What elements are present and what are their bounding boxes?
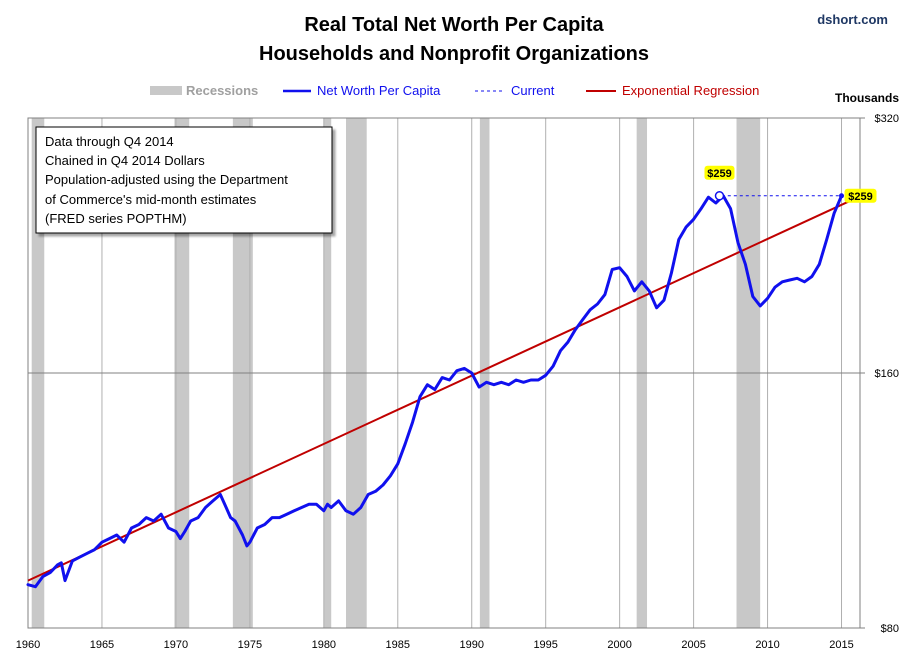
x-tick-label: 1990 — [459, 639, 483, 651]
note-line-4: of Commerce's mid-month estimates — [45, 192, 257, 207]
x-tick-label: 1960 — [16, 639, 40, 651]
networth-line — [26, 194, 843, 589]
x-tick-label: 1970 — [164, 639, 188, 651]
note-box-frame — [35, 126, 333, 234]
peak-callout-bg — [704, 165, 735, 180]
legend-regression-label: Exponential Regression — [622, 83, 759, 98]
x-tick-label: 2015 — [829, 639, 853, 651]
peak-callout-label: $259 — [707, 168, 731, 180]
legend-current-label: Current — [511, 83, 555, 98]
current-callout-bg — [844, 188, 877, 203]
y-tick-label: $160 — [875, 368, 899, 380]
chart-subtitle: Households and Nonprofit Organizations — [259, 43, 649, 65]
note-line-3: Population-adjusted using the Department — [45, 172, 288, 187]
x-tick-label: 2010 — [755, 639, 779, 651]
legend: Recessions Net Worth Per Capita Current … — [150, 83, 759, 98]
current-callout-label: $259 — [848, 191, 872, 203]
note-line-1: Data through Q4 2014 — [45, 134, 174, 149]
y-axis: $80 $160 $320 — [860, 113, 899, 635]
annotations: $259 $259 — [704, 165, 877, 203]
x-axis: 1960 1965 1970 1975 1980 1985 1990 1995 2000 2005… — [16, 639, 854, 651]
legend-networth-label: Net Worth Per Capita — [317, 83, 441, 98]
y-tick-label: $320 — [875, 113, 899, 125]
x-tick-label: 1980 — [312, 639, 336, 651]
chart-title: Real Total Net Worth Per Capita — [304, 14, 604, 36]
peak-marker — [714, 191, 725, 201]
note-line-5: (FRED series POPTHM) — [45, 211, 187, 226]
legend-recessions-swatch — [150, 86, 182, 95]
legend-recessions-label: Recessions — [186, 83, 258, 98]
x-tick-label: 2000 — [607, 639, 631, 651]
current-marker — [839, 193, 845, 199]
brand-label: dshort.com — [817, 12, 888, 27]
y-axis-unit-label: Thousands — [835, 91, 899, 105]
x-tick-label: 2005 — [681, 639, 705, 651]
x-tick-label: 1965 — [90, 639, 114, 651]
x-tick-label: 1975 — [238, 639, 262, 651]
regression-line — [27, 197, 856, 582]
x-tick-label: 1985 — [386, 639, 410, 651]
series — [26, 194, 856, 589]
data-note-box: Data through Q4 2014 Chained in Q4 2014 … — [35, 126, 333, 234]
note-line-2: Chained in Q4 2014 Dollars — [45, 153, 205, 168]
x-tick-label: 1995 — [533, 639, 557, 651]
y-tick-label: $80 — [881, 623, 899, 635]
